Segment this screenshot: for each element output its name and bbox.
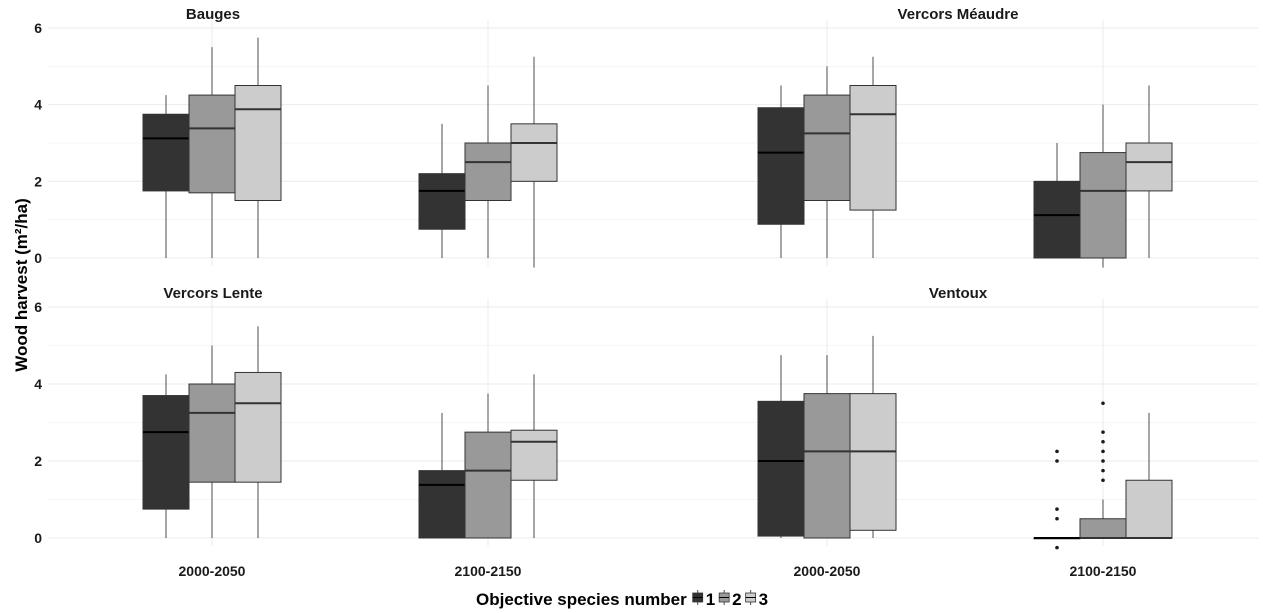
box-body <box>803 94 851 201</box>
box-series-1 <box>142 374 190 538</box>
outlier-point <box>1101 478 1105 483</box>
box-body <box>757 400 805 537</box>
box-body <box>418 173 466 230</box>
box-body <box>757 107 805 225</box>
box-series-1 <box>757 355 805 538</box>
box-body <box>1033 180 1081 259</box>
box-series-1 <box>418 123 466 258</box>
box-series-2 <box>803 66 851 258</box>
box-series-2 <box>188 345 236 538</box>
box-body <box>1079 518 1127 539</box>
y-tick-label: 6 <box>34 20 42 36</box>
box-body <box>849 393 897 531</box>
box-body <box>1125 142 1173 192</box>
y-axis-title: Wood harvest (m²/ha) <box>12 198 31 371</box>
box-body <box>464 142 512 201</box>
box-series-2 <box>464 85 512 258</box>
box-body <box>510 123 558 182</box>
box-body <box>188 94 236 194</box>
x-tick-label: 2000-2050 <box>179 563 246 579</box>
box-series-1 <box>757 85 805 258</box>
box-series-1 <box>142 95 190 258</box>
box-series-2 <box>1079 401 1127 539</box>
box-body <box>234 85 282 201</box>
outlier-point <box>1055 507 1059 511</box>
legend: Objective species number 1 2 3 <box>476 590 768 609</box>
panel-2: Vercors Méaudre <box>658 6 1258 268</box>
x-tick-label: 2100-2150 <box>455 563 522 579</box>
panel-title: Vercors Méaudre <box>898 6 1019 23</box>
y-tick-label: 6 <box>34 299 42 315</box>
box-series-3 <box>510 56 558 268</box>
y-tick-label: 4 <box>34 376 42 392</box>
legend-label: 3 <box>759 590 768 609</box>
box-series-3 <box>510 374 558 538</box>
panel-grid <box>48 20 658 266</box>
box-body <box>418 470 466 539</box>
box-series-2 <box>1079 104 1127 268</box>
legend-label: 1 <box>706 590 715 609</box>
y-tick-label: 4 <box>34 97 42 113</box>
box-body <box>464 431 512 539</box>
box-body <box>1079 152 1127 259</box>
box-series-3 <box>234 326 282 538</box>
x-tick-label: 2100-2150 <box>1070 563 1137 579</box>
box-body <box>234 371 282 483</box>
y-tick-label: 0 <box>34 250 42 266</box>
box-body <box>803 393 851 539</box>
panel-title: Vercors Lente <box>163 285 262 302</box>
panel-3: Vercors Lente 0 2 4 6 2000-2050 2100-2150 <box>34 285 658 579</box>
outlier-point <box>1101 449 1105 454</box>
box-series-2 <box>188 47 236 258</box>
box-body <box>142 395 190 510</box>
x-axis-title: Objective species number <box>476 590 687 609</box>
outlier-point <box>1101 439 1105 444</box>
box-series-1 <box>1033 143 1081 259</box>
y-tick-label: 2 <box>34 173 42 189</box>
box-series-3 <box>1125 412 1173 539</box>
legend-key-2: 2 <box>718 590 742 609</box>
panels-layer: Bauges 0 2 4 6 Vercors Méaudre Vercors Lente 0 2… <box>34 6 1258 579</box>
box-series-3 <box>234 37 282 258</box>
outlier-point <box>1055 545 1059 550</box>
legend-label: 2 <box>732 590 741 609</box>
box-series-2 <box>803 355 851 539</box>
panel-grid <box>48 299 658 546</box>
outlier-point <box>1101 459 1105 463</box>
box-body <box>849 85 897 211</box>
panel-title: Ventoux <box>929 285 988 302</box>
outlier-point <box>1101 430 1105 434</box>
legend-key-3: 3 <box>745 590 768 609</box>
panel-1: Bauges 0 2 4 6 <box>34 6 658 268</box>
box-body <box>510 429 558 481</box>
box-body <box>188 383 236 483</box>
box-series-3 <box>849 56 897 258</box>
box-body <box>1125 479 1173 539</box>
box-series-1 <box>1033 449 1081 550</box>
y-tick-label: 2 <box>34 453 42 469</box>
y-tick-label: 0 <box>34 530 42 546</box>
box-series-2 <box>464 393 512 539</box>
box-body <box>142 113 190 192</box>
x-tick-label: 2000-2050 <box>794 563 861 579</box>
box-series-3 <box>849 335 897 538</box>
box-series-1 <box>418 412 466 539</box>
legend-key-1: 1 <box>692 590 715 609</box>
outlier-point <box>1055 449 1059 454</box>
box-series-3 <box>1125 85 1173 258</box>
outlier-point <box>1101 401 1105 406</box>
panel-4: Ventoux 2000-2050 2100-2150 <box>658 285 1258 579</box>
panel-title: Bauges <box>186 6 240 23</box>
outlier-point <box>1101 468 1105 473</box>
outlier-point <box>1055 516 1059 521</box>
outlier-point <box>1055 459 1059 463</box>
